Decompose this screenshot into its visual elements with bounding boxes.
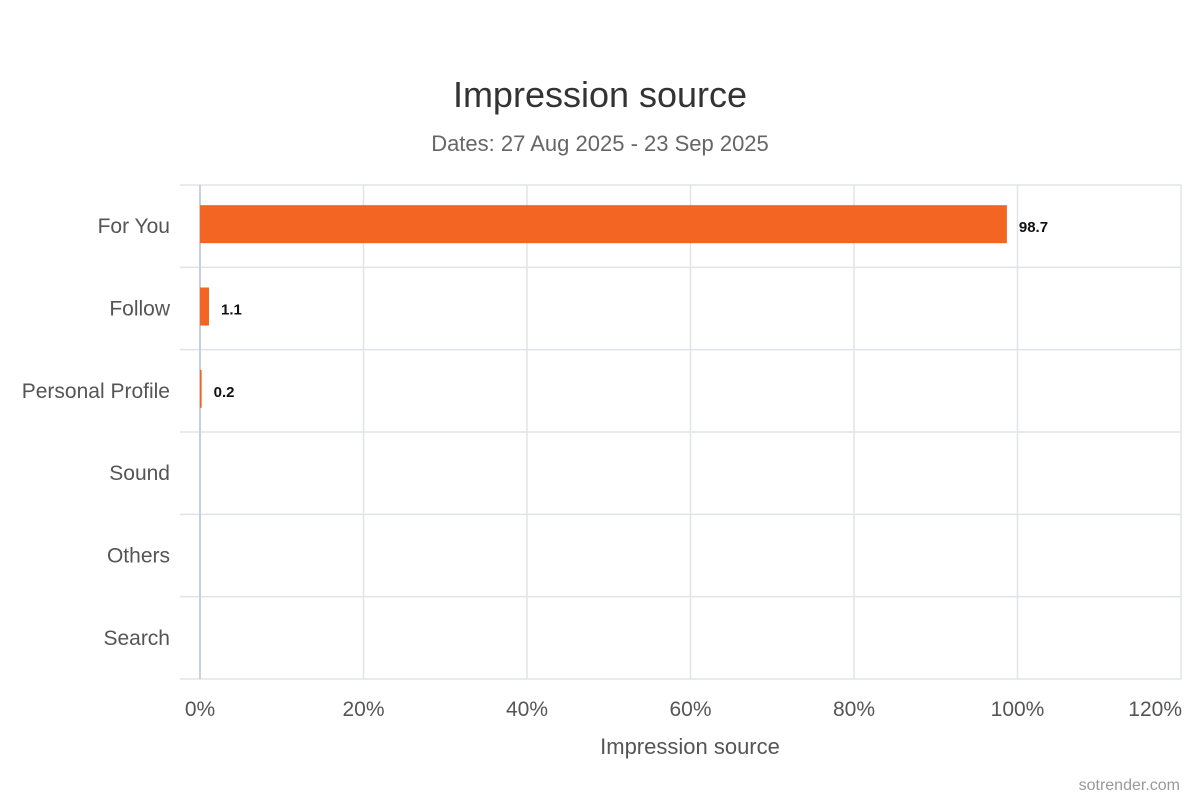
- x-tick-label: 80%: [833, 698, 875, 721]
- data-label: 0.2: [214, 384, 235, 401]
- grid-lines: [180, 184, 1182, 680]
- credit-text[interactable]: sotrender.com: [1079, 777, 1180, 794]
- x-axis-title: Impression source: [600, 734, 780, 759]
- category-label: Follow: [109, 298, 171, 321]
- bar[interactable]: [200, 205, 1007, 244]
- x-tick-label: 100%: [991, 698, 1045, 721]
- category-label: Search: [103, 627, 170, 650]
- data-label: 98.7: [1019, 219, 1048, 236]
- x-tick-label: 20%: [342, 698, 384, 721]
- bar[interactable]: [200, 287, 209, 326]
- category-label: Personal Profile: [22, 380, 170, 403]
- x-tick-label: 60%: [669, 698, 711, 721]
- category-label: Others: [107, 545, 170, 568]
- x-tick-label: 40%: [506, 698, 548, 721]
- category-label: For You: [98, 215, 170, 238]
- x-tick-labels: 0% 20% 40% 60% 80% 100% 120%: [185, 698, 1182, 721]
- bars: [200, 205, 1007, 408]
- bar[interactable]: [200, 369, 202, 408]
- x-tick-label: 120%: [1128, 698, 1182, 721]
- category-label: Sound: [109, 462, 170, 485]
- category-labels: For You Follow Personal Profile Sound Others…: [22, 215, 171, 650]
- data-labels: 98.7 1.1 0.2: [214, 219, 1048, 401]
- chart-subtitle: Dates: 27 Aug 2025 - 23 Sep 2025: [431, 131, 769, 156]
- data-label: 1.1: [221, 302, 242, 319]
- x-tick-label: 0%: [185, 698, 215, 721]
- chart-title: Impression source: [453, 74, 747, 115]
